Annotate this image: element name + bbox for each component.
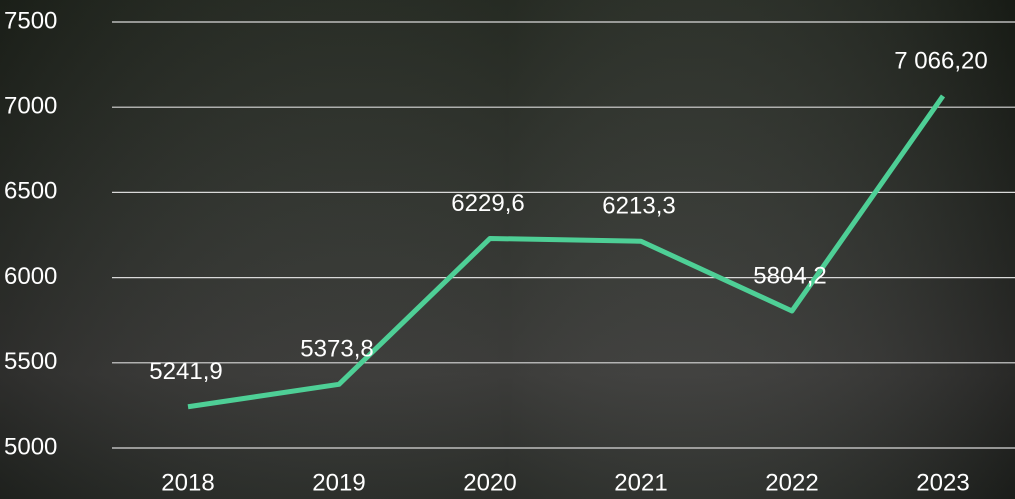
data-label: 6229,6: [451, 190, 524, 217]
x-tick-label: 2023: [916, 469, 969, 496]
x-tick-label: 2020: [463, 469, 516, 496]
data-label: 7 066,20: [894, 47, 987, 74]
y-tick-label: 5000: [4, 433, 57, 460]
y-tick-label: 7500: [4, 7, 57, 34]
x-tick-label: 2021: [614, 469, 667, 496]
data-label: 5241,9: [149, 358, 222, 385]
data-label: 5804,2: [753, 262, 826, 289]
y-tick-label: 6000: [4, 263, 57, 290]
x-tick-label: 2019: [312, 469, 365, 496]
x-tick-label: 2018: [161, 469, 214, 496]
x-tick-label: 2022: [765, 469, 818, 496]
data-label: 6213,3: [602, 193, 675, 220]
chart: 5000 5500 6000 6500 7000 7500 2018 2019 2020 2021…: [0, 0, 1015, 499]
y-tick-label: 6500: [4, 178, 57, 205]
background-shade: [0, 0, 1015, 499]
data-label: 5373,8: [300, 336, 373, 363]
y-tick-label: 7000: [4, 93, 57, 120]
y-tick-label: 5500: [4, 348, 57, 375]
